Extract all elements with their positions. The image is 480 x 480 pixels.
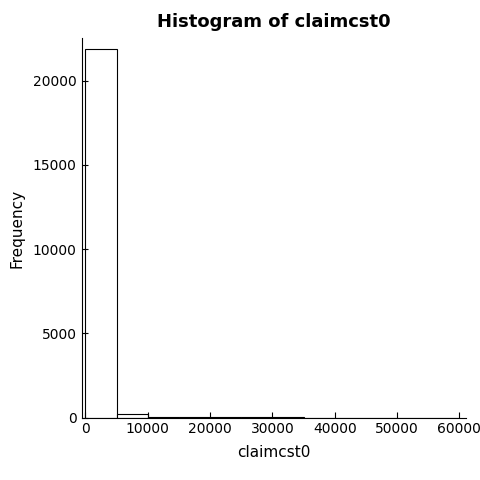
Y-axis label: Frequency: Frequency [10, 189, 24, 267]
X-axis label: claimcst0: claimcst0 [237, 445, 310, 460]
Title: Histogram of claimcst0: Histogram of claimcst0 [157, 13, 390, 31]
Bar [85, 48, 117, 418]
Bar [148, 417, 179, 418]
Bar [117, 414, 148, 418]
